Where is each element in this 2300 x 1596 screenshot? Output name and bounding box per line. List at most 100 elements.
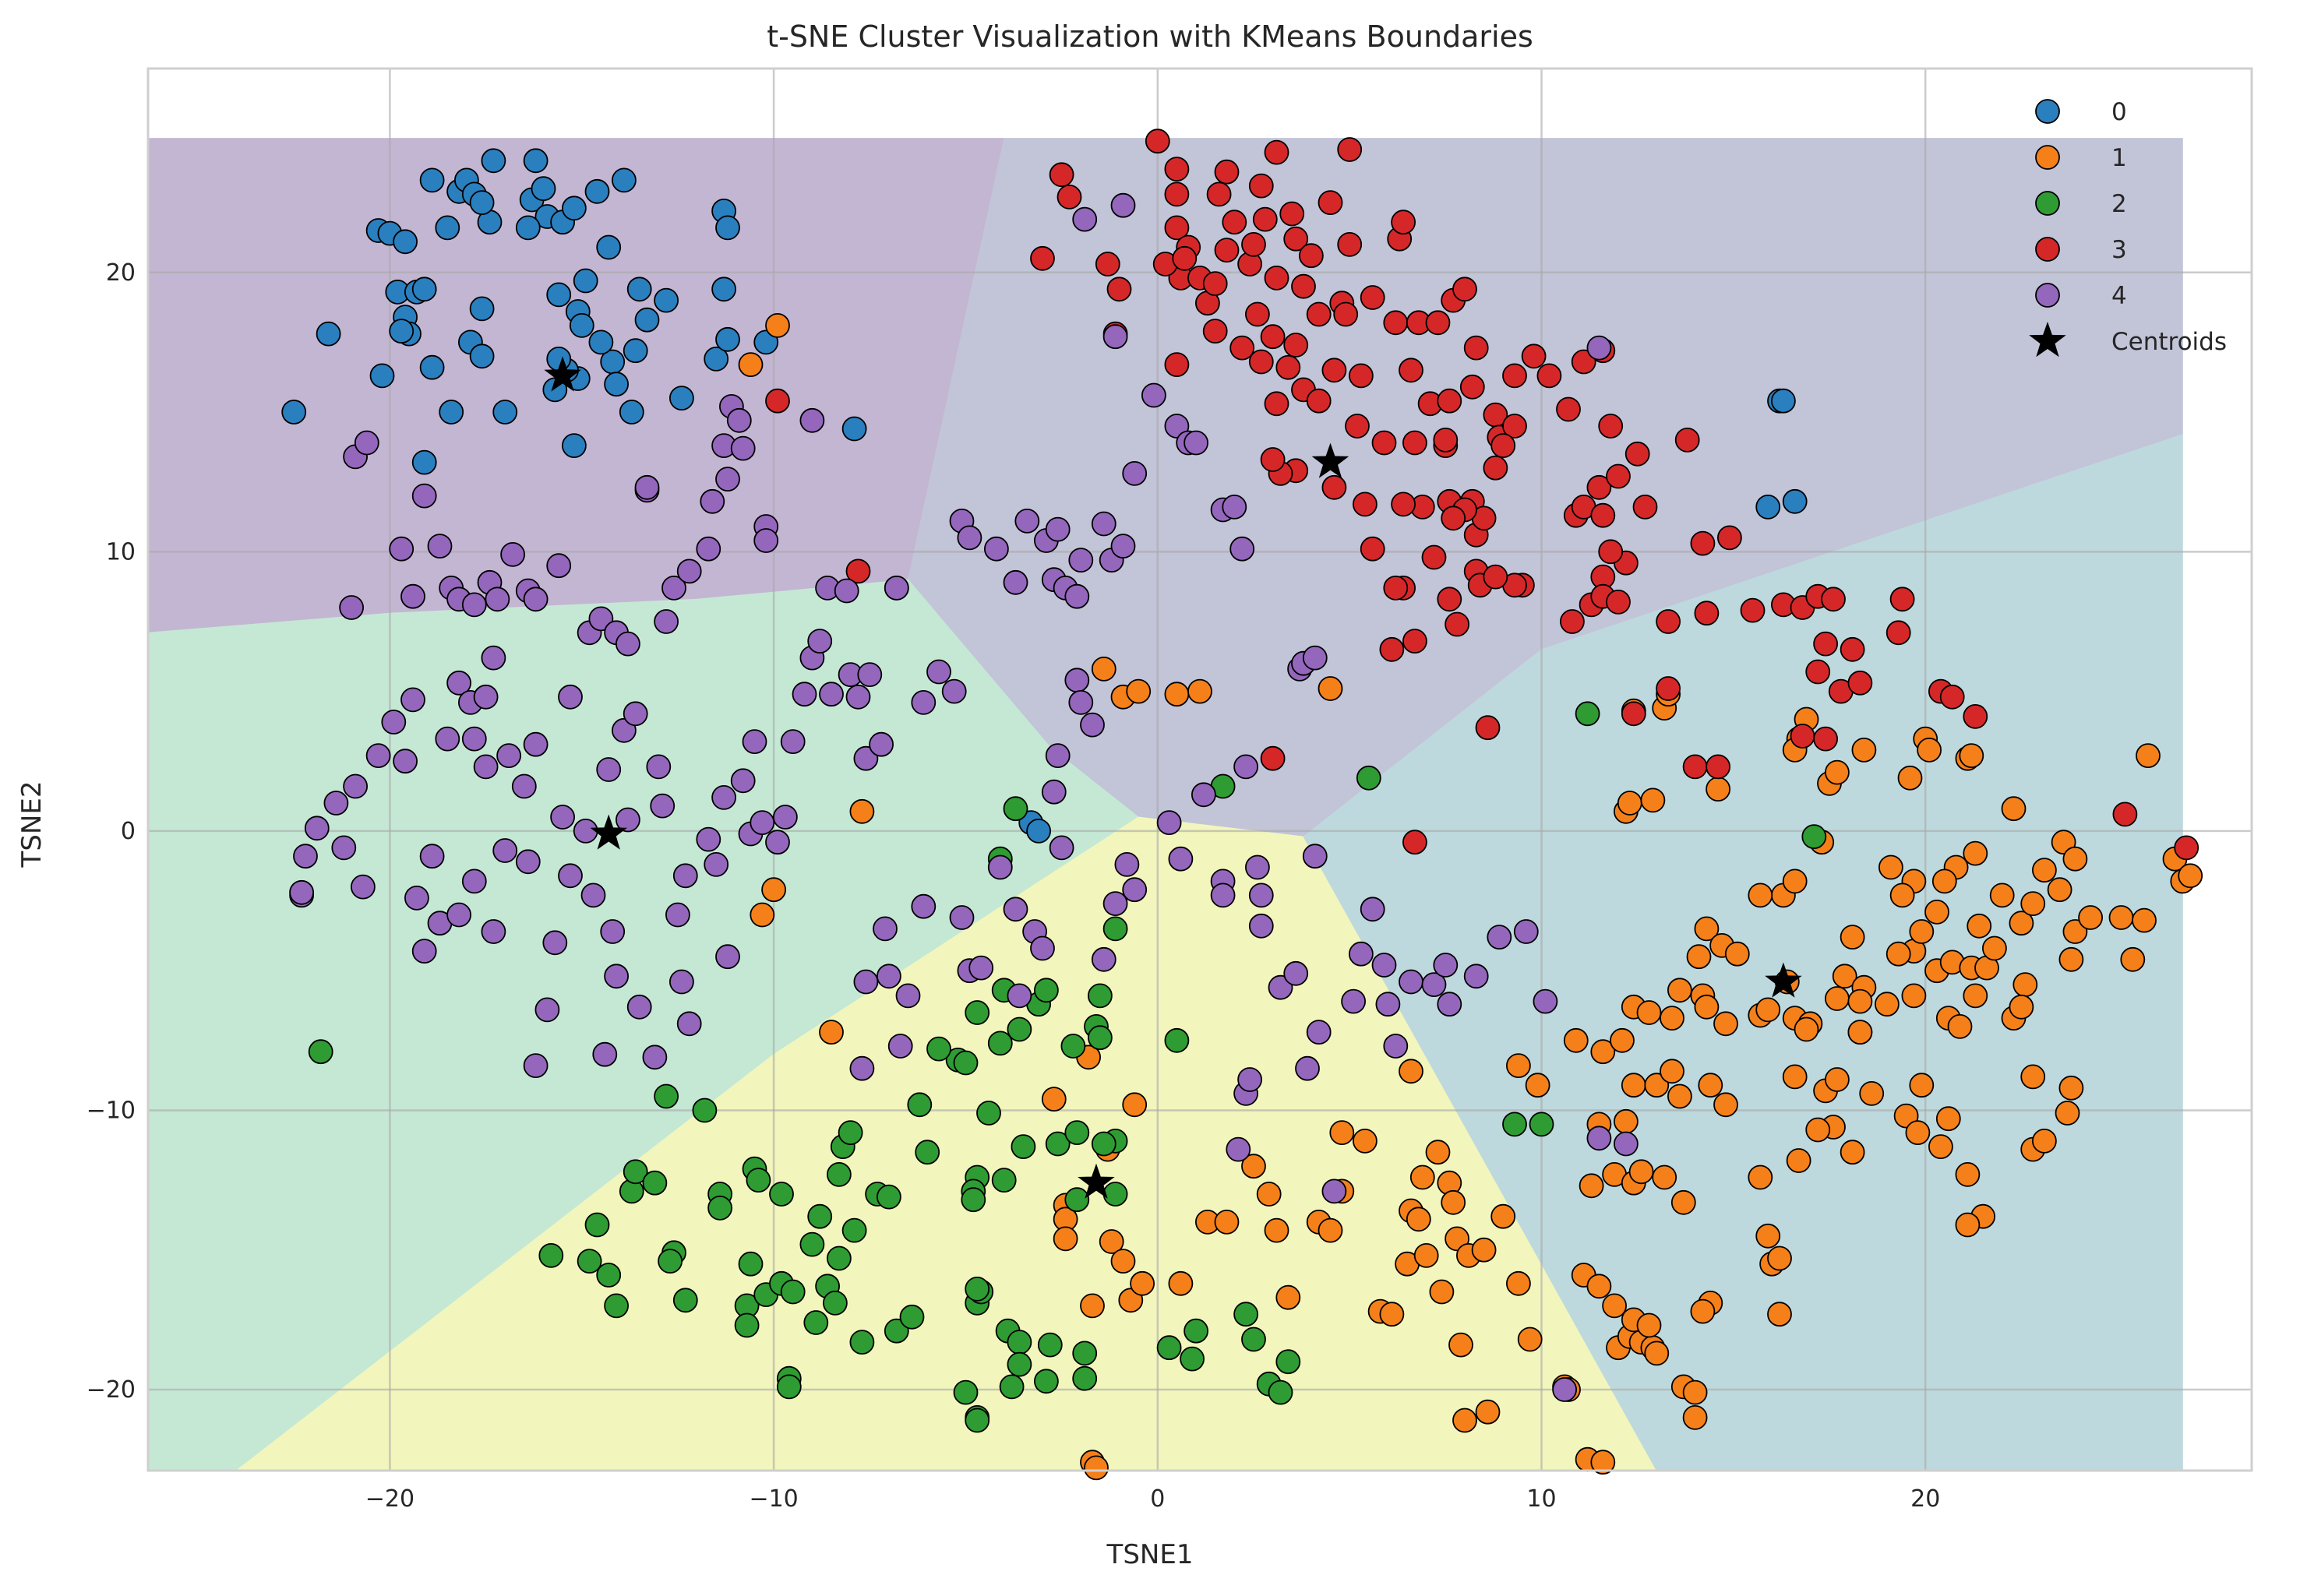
point-cluster-4-80 <box>400 687 425 713</box>
point-cluster-1-191 <box>1851 738 1877 763</box>
point-cluster-4-168 <box>1102 891 1128 916</box>
point-cluster-2-31 <box>823 1291 848 1316</box>
point-cluster-1-149 <box>1859 1081 1885 1106</box>
point-cluster-3-73 <box>1502 363 1527 389</box>
point-cluster-3-137 <box>1790 724 1815 749</box>
point-cluster-4-91 <box>473 684 499 710</box>
point-cluster-2-80 <box>1102 916 1128 942</box>
point-cluster-4-4 <box>400 583 425 609</box>
point-cluster-1-137 <box>1909 919 1935 944</box>
point-cluster-4-190 <box>1421 972 1447 997</box>
point-cluster-4-178 <box>1268 974 1293 1000</box>
point-cluster-2-13 <box>692 1097 718 1123</box>
legend-label-2: 2 <box>2111 190 2127 218</box>
point-cluster-1-80 <box>1698 1073 1723 1098</box>
point-cluster-1-167 <box>1782 1064 1808 1090</box>
point-cluster-2-54 <box>965 1000 990 1025</box>
point-cluster-3-112 <box>1383 576 1409 601</box>
point-cluster-1-68 <box>1644 1341 1670 1366</box>
point-cluster-3-15 <box>1164 352 1190 378</box>
point-cluster-1-119 <box>2047 877 2072 903</box>
point-cluster-4-96 <box>496 743 521 768</box>
point-cluster-4-3 <box>389 536 414 562</box>
point-cluster-2-93 <box>1003 796 1028 822</box>
point-cluster-3-135 <box>1847 670 1873 696</box>
point-cluster-1-78 <box>1644 1073 1670 1098</box>
point-cluster-1-26 <box>1275 1284 1301 1310</box>
point-cluster-2-34 <box>838 1120 863 1145</box>
point-cluster-4-82 <box>411 939 437 964</box>
point-cluster-1-79 <box>1660 1059 1684 1084</box>
point-cluster-1-154 <box>1928 1134 1953 1159</box>
point-cluster-3-138 <box>1813 726 1839 752</box>
point-cluster-4-201 <box>1552 1377 1577 1402</box>
point-cluster-3-108 <box>1421 544 1447 570</box>
point-cluster-0-47 <box>715 215 740 241</box>
point-cluster-1-172 <box>1847 988 1873 1014</box>
point-cluster-4-36 <box>834 578 859 604</box>
point-cluster-2-72 <box>1060 1034 1086 1059</box>
point-cluster-1-171 <box>1847 1020 1873 1045</box>
point-cluster-0-30 <box>569 312 594 338</box>
point-cluster-4-171 <box>1168 846 1194 872</box>
point-cluster-4-183 <box>1341 988 1366 1014</box>
point-cluster-1-174 <box>1755 1223 1781 1249</box>
point-cluster-4-89 <box>461 726 487 752</box>
point-cluster-3-59 <box>1399 358 1423 383</box>
point-cluster-1-69 <box>1579 1173 1604 1199</box>
point-cluster-3-24 <box>1214 238 1240 263</box>
point-cluster-1-58 <box>1586 1274 1612 1299</box>
point-cluster-4-141 <box>857 662 883 687</box>
point-cluster-4-200 <box>1226 1136 1251 1162</box>
scatter-points <box>281 129 2203 1481</box>
point-cluster-1-173 <box>1748 1164 1773 1190</box>
point-cluster-4-131 <box>765 830 790 855</box>
point-cluster-1-120 <box>2058 946 2084 972</box>
point-cluster-0-38 <box>623 338 648 364</box>
point-cluster-1-198 <box>1617 791 1642 816</box>
point-cluster-4-182 <box>1321 1179 1347 1204</box>
point-cluster-2-78 <box>1088 983 1113 1009</box>
point-cluster-4-189 <box>1399 969 1423 995</box>
point-cluster-1-210 <box>1682 1405 1708 1430</box>
point-cluster-3-58 <box>1391 210 1416 235</box>
point-cluster-4-169 <box>1114 852 1140 877</box>
x-tick-label: 10 <box>1526 1485 1556 1513</box>
point-cluster-3-55 <box>1371 430 1397 456</box>
point-cluster-4-78 <box>381 710 407 735</box>
point-cluster-2-91 <box>1275 1349 1301 1375</box>
point-cluster-2-86 <box>1184 1318 1208 1344</box>
point-cluster-4-120 <box>669 969 694 995</box>
point-cluster-1-20 <box>1084 1455 1109 1481</box>
point-cluster-4-11 <box>485 587 510 612</box>
point-cluster-2-57 <box>987 1031 1013 1056</box>
point-cluster-0-27 <box>573 268 598 294</box>
point-cluster-1-48 <box>1452 1408 1477 1433</box>
point-cluster-3-0 <box>765 388 790 414</box>
point-cluster-4-153 <box>949 905 975 930</box>
point-cluster-1-23 <box>1256 1182 1282 1207</box>
point-cluster-2-65 <box>1011 1134 1036 1159</box>
point-cluster-4-150 <box>911 690 937 715</box>
point-cluster-2-87 <box>1233 1302 1258 1327</box>
point-cluster-3-82 <box>1674 428 1700 453</box>
point-cluster-4-143 <box>873 916 898 942</box>
point-cluster-4-115 <box>626 994 652 1020</box>
point-cluster-2-0 <box>308 1039 333 1065</box>
point-cluster-3-54 <box>1360 285 1385 310</box>
point-cluster-4-126 <box>715 944 740 970</box>
point-cluster-0-58 <box>439 400 464 425</box>
point-cluster-4-194 <box>1487 925 1512 949</box>
point-cluster-0-60 <box>411 449 437 475</box>
point-cluster-3-87 <box>1590 502 1616 528</box>
point-cluster-0-44 <box>715 326 740 352</box>
point-cluster-3-20 <box>1202 271 1228 297</box>
point-cluster-3-3 <box>1030 245 1055 271</box>
point-cluster-0-10 <box>435 215 460 241</box>
point-cluster-4-145 <box>849 1055 875 1081</box>
point-cluster-2-75 <box>1072 1341 1098 1366</box>
legend-label-4: 4 <box>2111 282 2127 310</box>
point-cluster-1-132 <box>2062 846 2088 872</box>
point-cluster-0-8 <box>393 229 418 255</box>
point-cluster-3-51 <box>1337 137 1363 162</box>
